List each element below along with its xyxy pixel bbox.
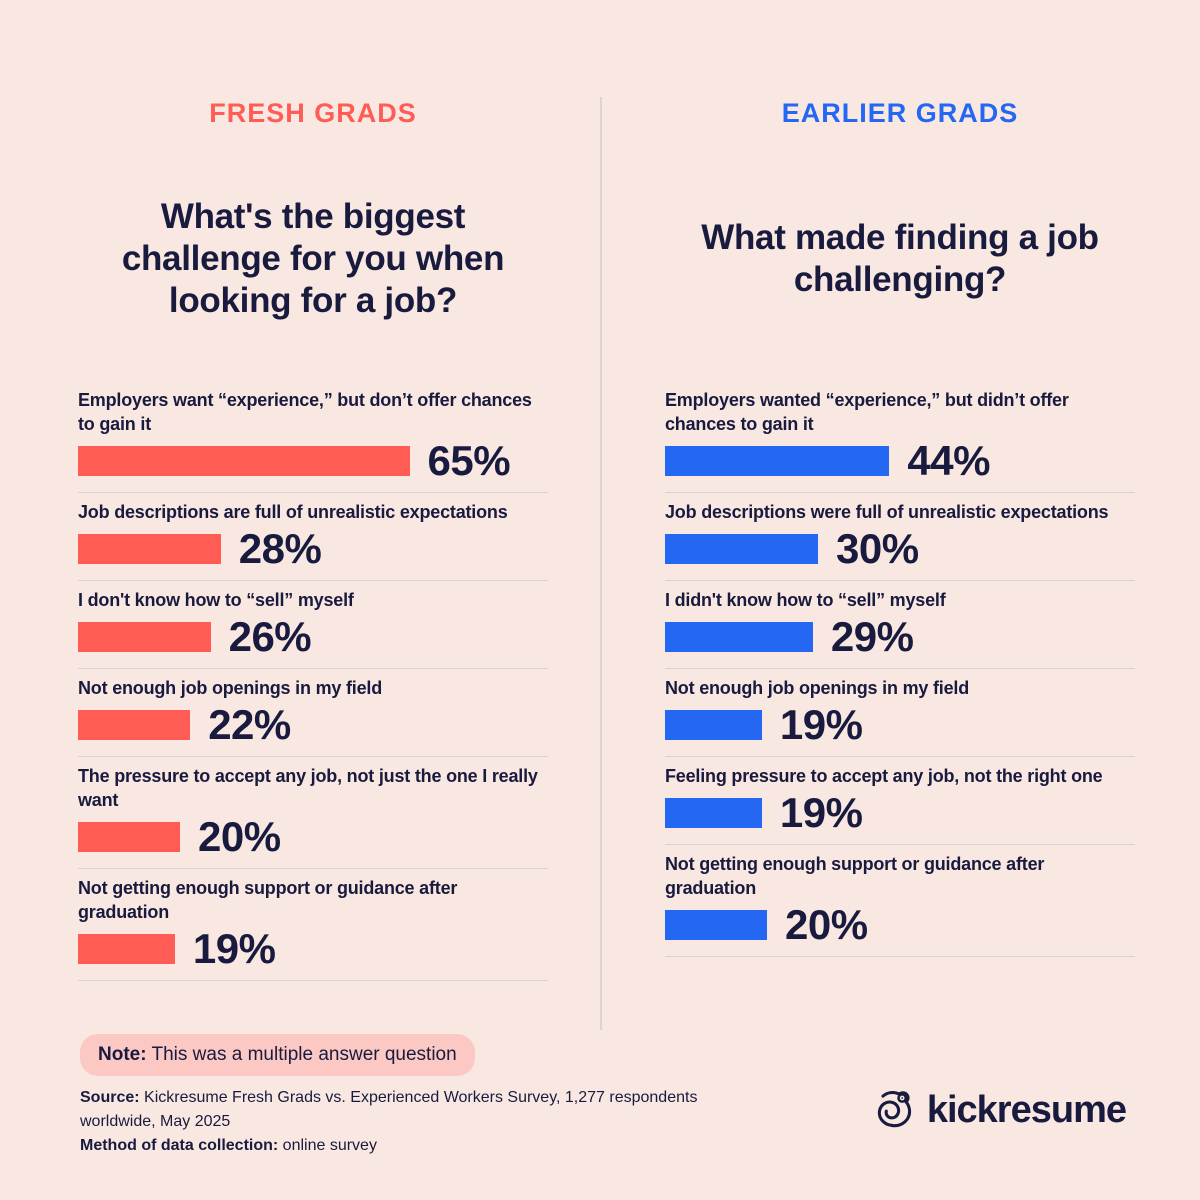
bar-label: The pressure to accept any job, not just…	[78, 766, 538, 810]
bar-label: Not getting enough support or guidance a…	[78, 878, 458, 922]
bar-value: 19%	[779, 789, 863, 836]
bar-line: 22%	[78, 701, 548, 748]
earlier-grads-question: What made finding a job challenging?	[701, 218, 1099, 299]
bar-value: 44%	[907, 437, 990, 484]
fresh-grads-question: What's the biggest challenge for you whe…	[121, 197, 505, 320]
bar-label: I don't know how to “sell” myself	[78, 590, 354, 610]
bar-line: 20%	[665, 901, 1135, 948]
bar-value: 26%	[228, 613, 312, 660]
bar-line: 26%	[78, 613, 548, 660]
chameleon-icon	[877, 1090, 911, 1128]
bar-label: Employers want “experience,” but don’t o…	[78, 390, 532, 434]
bar-row: Feeling pressure to accept any job, not …	[665, 764, 1135, 845]
bar	[78, 710, 191, 740]
fresh-grads-column: FRESH GRADS What's the biggest challenge…	[78, 96, 548, 988]
kickresume-logo: kickresume	[871, 1085, 1127, 1135]
bar-row: Employers wanted “experience,” but didn’…	[665, 388, 1135, 493]
bar-value: 19%	[779, 701, 863, 748]
bar-line: 44%	[665, 437, 1135, 484]
bar-label: I didn't know how to “sell” myself	[665, 590, 946, 610]
bar-value: 19%	[192, 925, 276, 972]
bar-value: 65%	[427, 437, 511, 484]
bar-value: 20%	[198, 813, 281, 860]
bar-row: Not enough job openings in my field 22%	[78, 676, 548, 757]
bar-label: Not enough job openings in my field	[78, 678, 382, 698]
earlier-grads-column: EARLIER GRADS What made finding a job ch…	[665, 96, 1135, 964]
bar	[78, 534, 221, 564]
bar	[78, 934, 175, 964]
fresh-grads-title-wrap: What's the biggest challenge for you whe…	[78, 130, 548, 388]
bar-label: Employers wanted “experience,” but didn’…	[665, 390, 1069, 434]
note-badge: Note: This was a multiple answer questio…	[80, 1034, 475, 1076]
bar-line: 20%	[78, 813, 548, 860]
bar-value: 22%	[208, 701, 291, 748]
bar-line: 19%	[665, 789, 1135, 836]
source-text: Kickresume Fresh Grads vs. Experienced W…	[80, 1089, 698, 1130]
source-block: Source: Kickresume Fresh Grads vs. Exper…	[80, 1086, 730, 1158]
earlier-grads-title-wrap: What made finding a job challenging?	[665, 130, 1135, 388]
bar-line: 19%	[78, 925, 548, 972]
bar-row: I didn't know how to “sell” myself 29%	[665, 588, 1135, 669]
bar-line: 29%	[665, 613, 1135, 660]
bar	[665, 798, 762, 828]
earlier-grads-heading: EARLIER GRADS	[781, 98, 1019, 128]
method-text: online survey	[278, 1137, 377, 1154]
method-label: Method of data collection:	[80, 1137, 279, 1154]
method-line: Method of data collection: online survey	[80, 1134, 730, 1158]
bar	[665, 910, 767, 940]
earlier-grads-bars: Employers wanted “experience,” but didn’…	[665, 388, 1135, 957]
bar-value: 20%	[785, 901, 868, 948]
bar-label: Feeling pressure to accept any job, not …	[665, 766, 1103, 786]
center-divider	[600, 97, 602, 1030]
bar-line: 19%	[665, 701, 1135, 748]
bar-row: The pressure to accept any job, not just…	[78, 764, 548, 869]
bar-label: Not getting enough support or guidance a…	[665, 854, 1045, 898]
bar-row: Not getting enough support or guidance a…	[665, 852, 1135, 957]
bar	[78, 446, 410, 476]
bar-value: 28%	[238, 525, 322, 572]
note-label: Note:	[98, 1044, 147, 1065]
bar	[665, 446, 890, 476]
bar-row: Not getting enough support or guidance a…	[78, 876, 548, 981]
bar-row: Job descriptions are full of unrealistic…	[78, 500, 548, 581]
note-text: This was a multiple answer question	[146, 1044, 457, 1065]
bar-line: 28%	[78, 525, 548, 572]
bar-label: Job descriptions are full of unrealistic…	[78, 502, 508, 522]
bar-value: 29%	[830, 613, 914, 660]
bar-label: Not enough job openings in my field	[665, 678, 969, 698]
bar	[665, 534, 818, 564]
bar-row: Job descriptions were full of unrealisti…	[665, 500, 1135, 581]
bar-label: Job descriptions were full of unrealisti…	[665, 502, 1109, 522]
bar-row: I don't know how to “sell” myself 26%	[78, 588, 548, 669]
bar-row: Not enough job openings in my field 19%	[665, 676, 1135, 757]
fresh-grads-bars: Employers want “experience,” but don’t o…	[78, 388, 548, 981]
fresh-grads-heading: FRESH GRADS	[209, 98, 417, 128]
source-label: Source:	[80, 1089, 140, 1106]
bar	[78, 622, 211, 652]
source-line: Source: Kickresume Fresh Grads vs. Exper…	[80, 1086, 730, 1134]
bar	[665, 710, 762, 740]
bar	[78, 822, 180, 852]
kickresume-wordmark: kickresume	[926, 1089, 1127, 1131]
bar-line: 65%	[78, 437, 548, 484]
bar-value: 30%	[836, 525, 919, 572]
bar-row: Employers want “experience,” but don’t o…	[78, 388, 548, 493]
bar	[665, 622, 813, 652]
bar-line: 30%	[665, 525, 1135, 572]
